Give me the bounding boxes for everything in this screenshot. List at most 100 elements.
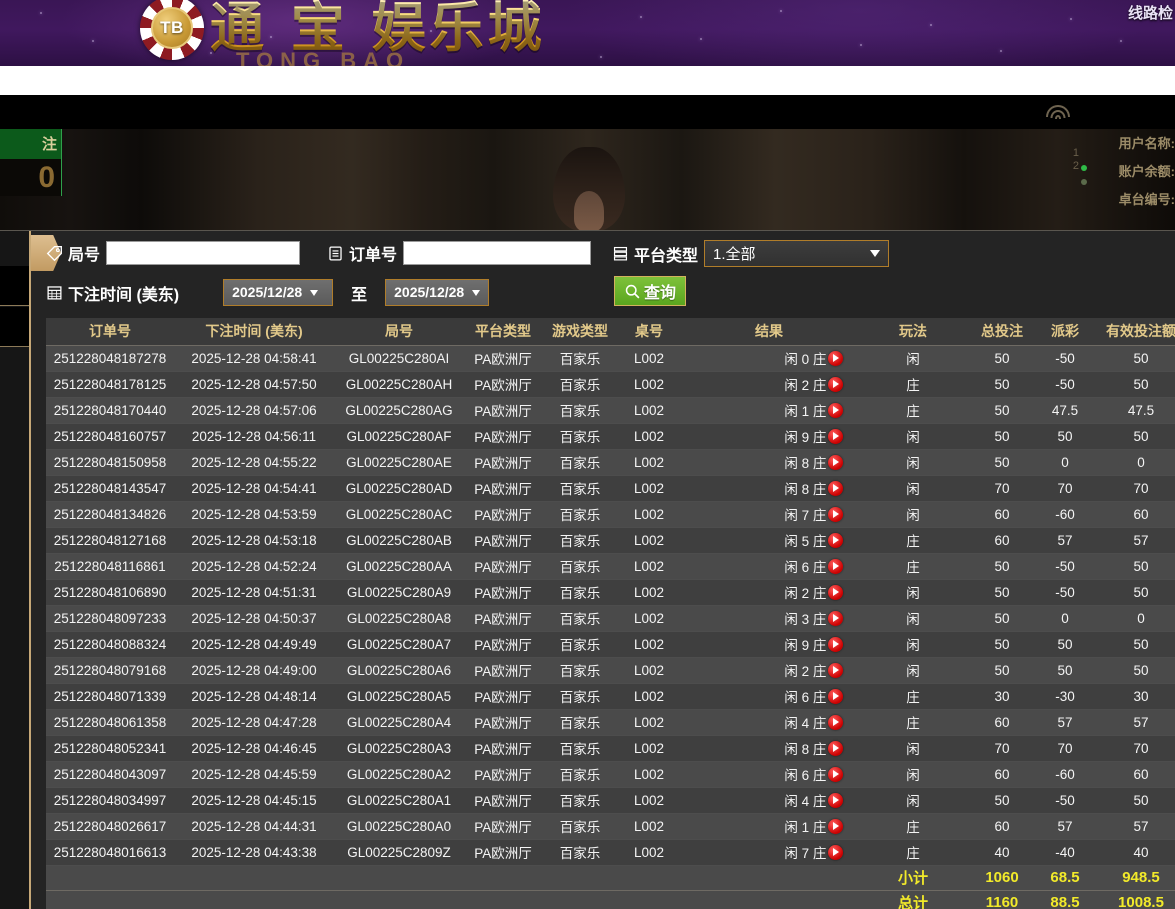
cell-payout: 0 — [1036, 449, 1094, 476]
col-round-no[interactable]: 局号 — [334, 318, 464, 346]
table-row[interactable]: 251228048187278 2025-12-28 04:58:41 GL0022… — [46, 345, 1175, 372]
col-order-no[interactable]: 订单号 — [46, 318, 174, 346]
table-row[interactable]: 251228048097233 2025-12-28 04:50:37 GL0022… — [46, 605, 1175, 632]
play-replay-icon[interactable] — [828, 532, 843, 548]
table-row[interactable]: 251228048071339 2025-12-28 04:48:14 GL0022… — [46, 683, 1175, 710]
table-row[interactable]: 251228048043097 2025-12-28 04:45:59 GL0022… — [46, 761, 1175, 788]
cell-platform: PA欧洲厅 — [464, 579, 542, 606]
play-replay-icon[interactable] — [828, 740, 843, 756]
play-replay-icon[interactable] — [828, 714, 843, 730]
col-platform[interactable]: 平台类型 — [464, 318, 542, 346]
cell-table-no: L002 — [618, 423, 680, 450]
cell-game-type: 百家乐 — [542, 527, 618, 554]
cell-order-no: 251228048187278 — [46, 345, 174, 372]
play-replay-icon[interactable] — [828, 844, 843, 860]
platform-select[interactable]: 1.全部 — [704, 240, 890, 267]
cell-platform: PA欧洲厅 — [464, 423, 542, 450]
date-from-picker[interactable]: 2025/12/28 — [223, 279, 334, 306]
white-separator — [0, 66, 1175, 95]
total-row-total-bet: 1160 — [968, 890, 1036, 909]
query-button-wrap: 查询 — [614, 276, 687, 306]
cell-platform: PA欧洲厅 — [464, 735, 542, 762]
col-game-type[interactable]: 游戏类型 — [542, 318, 618, 346]
cell-table-no: L002 — [618, 683, 680, 710]
cell-bet-time: 2025-12-28 04:53:59 — [174, 501, 334, 528]
cell-platform: PA欧洲厅 — [464, 787, 542, 814]
bet-time-label: 下注时间 (美东) — [68, 286, 180, 304]
play-replay-icon[interactable] — [828, 688, 843, 704]
query-button[interactable]: 查询 — [614, 276, 687, 306]
table-row[interactable]: 251228048026617 2025-12-28 04:44:31 GL0022… — [46, 813, 1175, 840]
play-replay-icon[interactable] — [828, 766, 843, 782]
play-replay-icon[interactable] — [828, 610, 843, 626]
play-replay-icon[interactable] — [828, 818, 843, 834]
cell-game-type: 百家乐 — [542, 371, 618, 398]
col-valid-bet[interactable]: 有效投注额 — [1094, 318, 1175, 346]
play-replay-icon[interactable] — [828, 428, 843, 444]
table-row[interactable]: 251228048016613 2025-12-28 04:43:38 GL0022… — [46, 839, 1175, 866]
play-replay-icon[interactable] — [828, 350, 843, 366]
cell-order-no: 251228048150958 — [46, 449, 174, 476]
table-row[interactable]: 251228048116861 2025-12-28 04:52:24 GL0022… — [46, 553, 1175, 580]
play-replay-icon[interactable] — [828, 376, 843, 392]
site-logo[interactable]: TB 通 宝 娱乐城 — [140, 0, 546, 60]
table-row[interactable]: 251228048106890 2025-12-28 04:51:31 GL0022… — [46, 579, 1175, 606]
cell-valid-bet: 30 — [1094, 683, 1175, 710]
cell-platform: PA欧洲厅 — [464, 501, 542, 528]
table-row[interactable]: 251228048034997 2025-12-28 04:45:15 GL0022… — [46, 787, 1175, 814]
table-row[interactable]: 251228048052341 2025-12-28 04:46:45 GL0022… — [46, 735, 1175, 762]
result-text: 闲 8 庄 1 — [784, 742, 838, 757]
table-row[interactable]: 251228048160757 2025-12-28 04:56:11 GL0022… — [46, 423, 1175, 450]
col-play-type[interactable]: 玩法 — [858, 318, 968, 346]
play-replay-icon[interactable] — [828, 506, 843, 522]
cell-play-type: 庄 — [858, 371, 968, 398]
col-total-bet[interactable]: 总投注 — [968, 318, 1036, 346]
cell-order-no: 251228048116861 — [46, 553, 174, 580]
table-row[interactable]: 251228048061358 2025-12-28 04:47:28 GL0022… — [46, 709, 1175, 736]
cell-round-no: GL00225C280A5 — [334, 683, 464, 710]
table-row[interactable]: 251228048134826 2025-12-28 04:53:59 GL0022… — [46, 501, 1175, 528]
cell-bet-time: 2025-12-28 04:43:38 — [174, 839, 334, 866]
left-rail-box-1[interactable] — [0, 266, 29, 306]
order-no-input[interactable] — [403, 241, 592, 265]
cell-game-type: 百家乐 — [542, 813, 618, 840]
col-result[interactable]: 结果 — [680, 318, 858, 346]
left-rail-box-2[interactable] — [0, 307, 29, 347]
cell-total-bet: 50 — [968, 423, 1036, 450]
cell-total-bet: 60 — [968, 527, 1036, 554]
table-row[interactable]: 251228048088324 2025-12-28 04:49:49 GL0022… — [46, 631, 1175, 658]
line-check-link[interactable]: 线路检 — [1127, 5, 1173, 22]
play-replay-icon[interactable] — [828, 792, 843, 808]
cell-table-no: L002 — [618, 371, 680, 398]
cell-total-bet: 60 — [968, 501, 1036, 528]
subtotal-row-total-bet: 1060 — [968, 865, 1036, 891]
table-row[interactable]: 251228048170440 2025-12-28 04:57:06 GL0022… — [46, 397, 1175, 424]
cell-bet-time: 2025-12-28 04:57:06 — [174, 397, 334, 424]
cell-bet-time: 2025-12-28 04:47:28 — [174, 709, 334, 736]
cell-valid-bet: 50 — [1094, 423, 1175, 450]
round-no-label-wrap: 局号 — [46, 241, 100, 265]
logo-subtext: TONG BAO — [236, 48, 411, 66]
play-replay-icon[interactable] — [828, 584, 843, 600]
play-replay-icon[interactable] — [828, 402, 843, 418]
col-bet-time[interactable]: 下注时间 (美东) — [174, 318, 334, 346]
round-no-input[interactable] — [106, 241, 301, 265]
date-to-picker[interactable]: 2025/12/28 — [385, 279, 490, 306]
play-replay-icon[interactable] — [828, 480, 843, 496]
play-replay-icon[interactable] — [828, 454, 843, 470]
table-row[interactable]: 251228048143547 2025-12-28 04:54:41 GL0022… — [46, 475, 1175, 502]
cell-payout: -60 — [1036, 501, 1094, 528]
seat-number-1: 1 — [1072, 147, 1079, 159]
table-row[interactable]: 251228048127168 2025-12-28 04:53:18 GL0022… — [46, 527, 1175, 554]
col-table-no[interactable]: 桌号 — [618, 318, 680, 346]
table-row[interactable]: 251228048079168 2025-12-28 04:49:00 GL0022… — [46, 657, 1175, 684]
table-row[interactable]: 251228048150958 2025-12-28 04:55:22 GL0022… — [46, 449, 1175, 476]
play-replay-icon[interactable] — [828, 558, 843, 574]
cell-result: 闲 6 庄 5 — [680, 683, 858, 710]
play-replay-icon[interactable] — [828, 636, 843, 652]
table-row[interactable]: 251228048178125 2025-12-28 04:57:50 GL0022… — [46, 371, 1175, 398]
play-replay-icon[interactable] — [828, 662, 843, 678]
cell-round-no: GL00225C280A4 — [334, 709, 464, 736]
cell-game-type: 百家乐 — [542, 735, 618, 762]
col-payout[interactable]: 派彩 — [1036, 318, 1094, 346]
